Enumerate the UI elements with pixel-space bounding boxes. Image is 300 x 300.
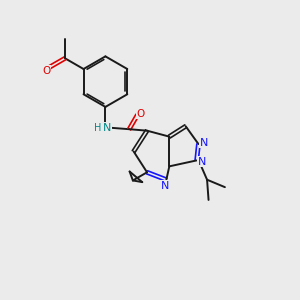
- Text: O: O: [43, 66, 51, 76]
- Text: N: N: [161, 181, 169, 191]
- Text: N: N: [198, 157, 206, 167]
- Text: N: N: [103, 123, 111, 133]
- Text: N: N: [200, 138, 208, 148]
- Text: H: H: [94, 123, 102, 133]
- Text: O: O: [136, 109, 145, 118]
